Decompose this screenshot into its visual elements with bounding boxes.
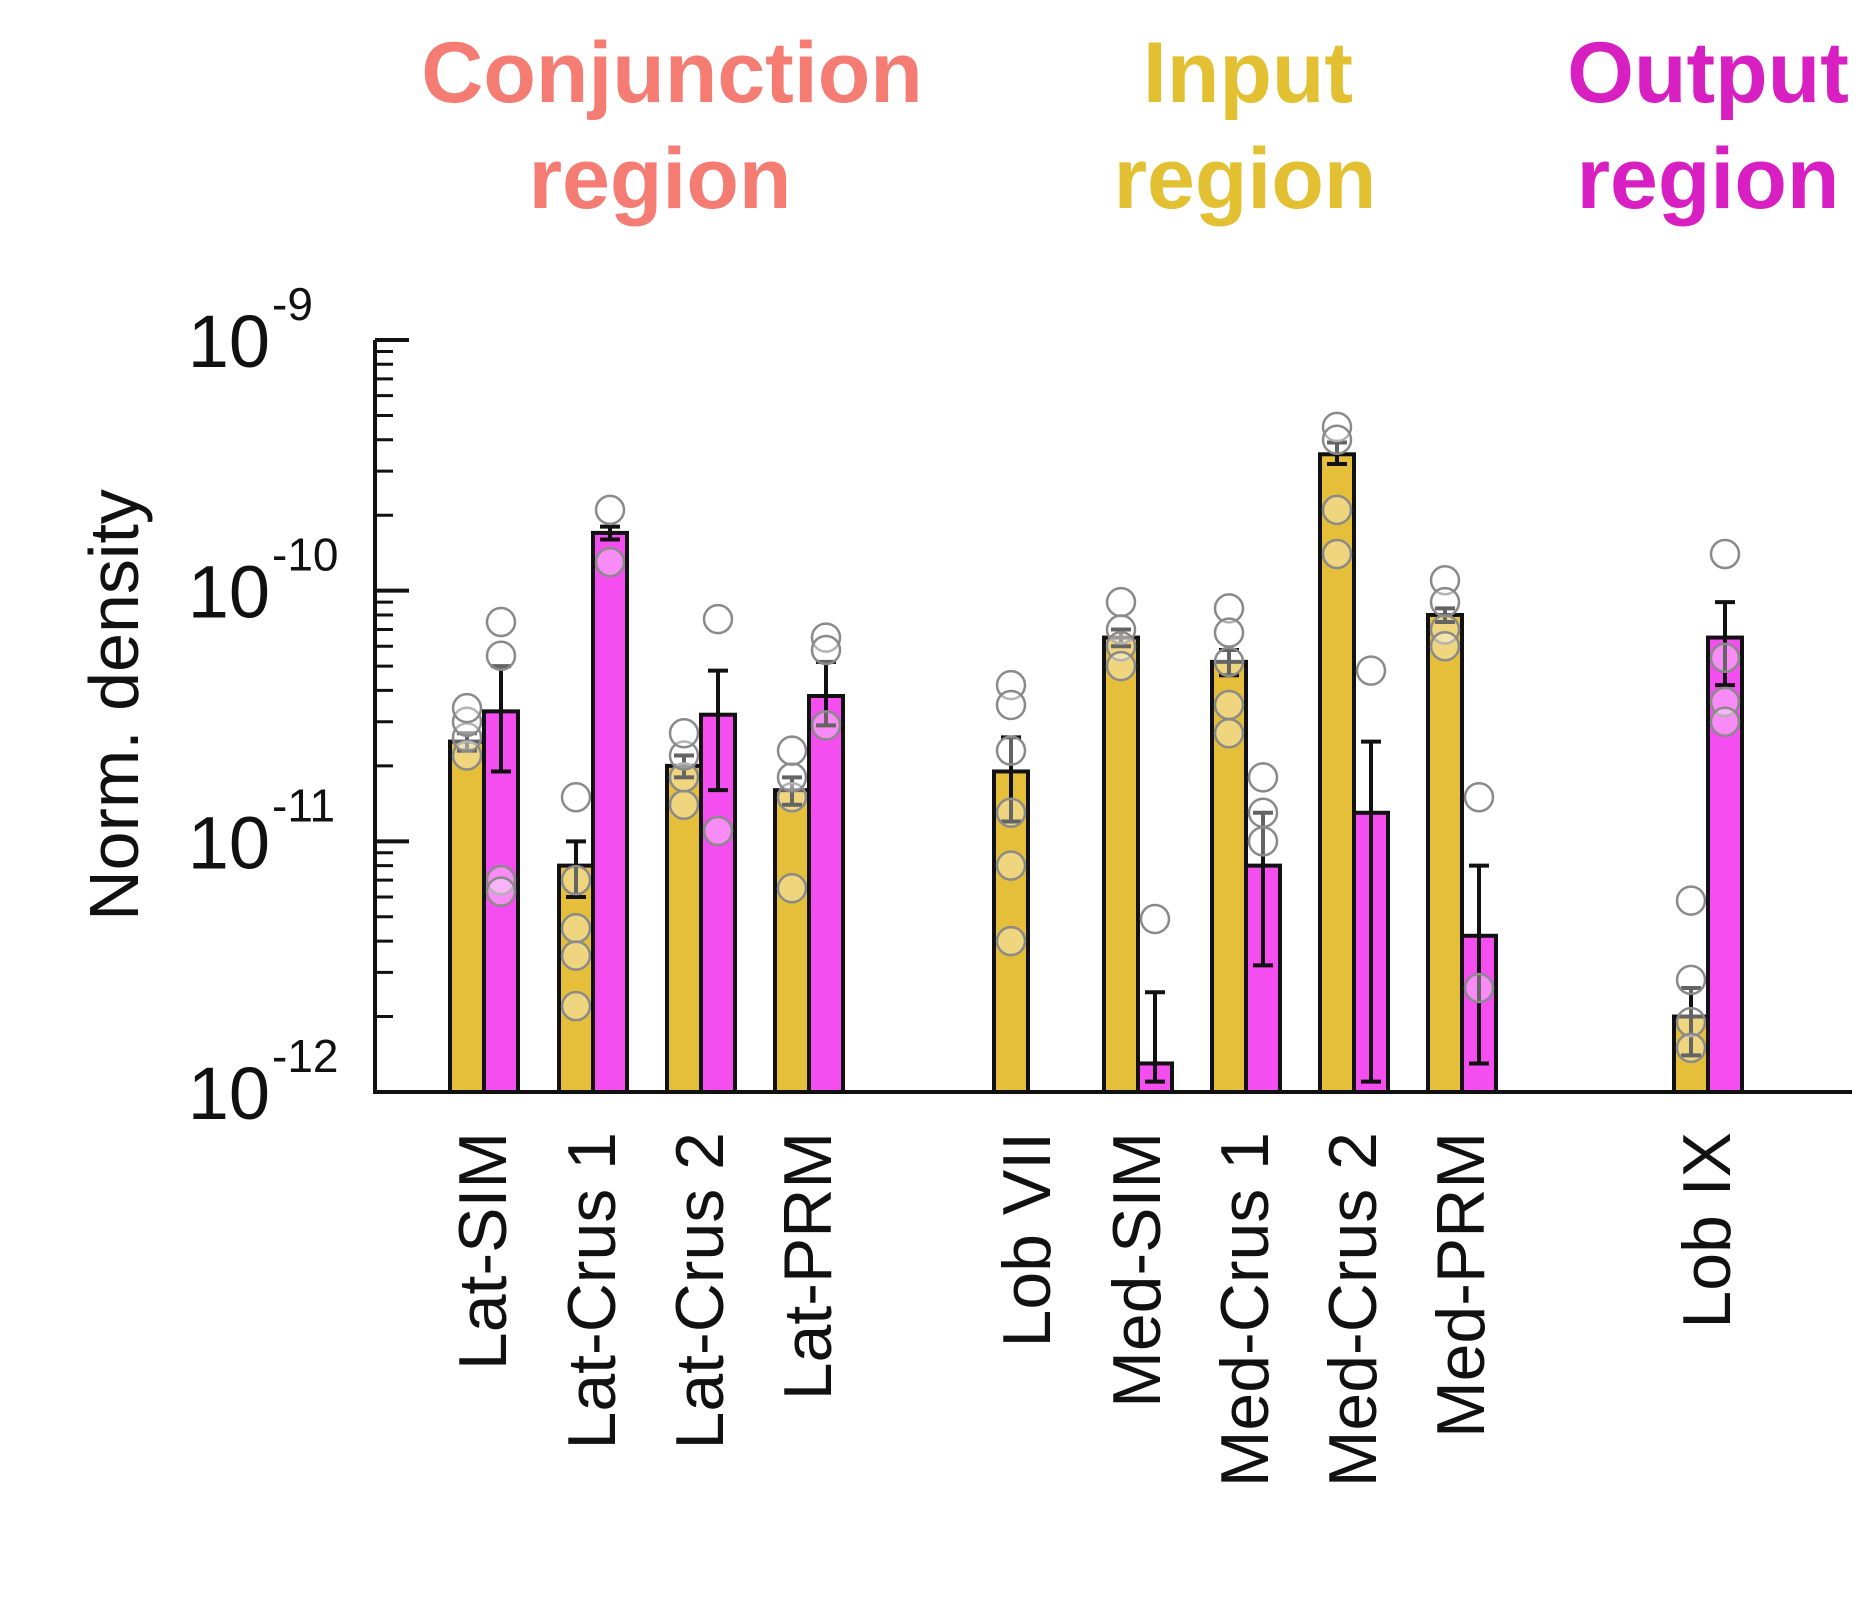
data-point-output-1-0 xyxy=(594,494,626,526)
region-titles: Conjunction region Input region Output r… xyxy=(421,25,1849,227)
bar-input-3 xyxy=(773,788,811,1094)
data-point-input-4-5 xyxy=(995,925,1027,957)
data-point-output-1-1 xyxy=(594,546,626,578)
data-point-output-0-2 xyxy=(485,864,517,896)
data-point-input-1-4 xyxy=(560,990,592,1022)
data-point-output-3-0 xyxy=(810,622,842,653)
data-point-output-7-0 xyxy=(1355,655,1387,686)
data-point-output-2-1 xyxy=(702,815,734,847)
data-point-output-9-1 xyxy=(1709,642,1741,673)
data-point-input-3-0 xyxy=(776,872,808,904)
data-point-input-6-3 xyxy=(1213,689,1245,721)
y-tick-label-base-1: 10 xyxy=(188,801,270,884)
data-point-input-1-3 xyxy=(560,940,592,971)
bar-output-3 xyxy=(807,694,845,1094)
x-tick-label-4: Lob VII xyxy=(989,1132,1065,1348)
y-axis-label: Norm. density xyxy=(75,489,153,921)
bar-input-0 xyxy=(448,739,486,1094)
data-point-output-3-1 xyxy=(810,634,842,666)
x-tick-label-0: Lat-SIM xyxy=(445,1132,521,1370)
x-tick-label-1: Lat-Crus 1 xyxy=(554,1132,630,1449)
data-point-input-1-1 xyxy=(560,864,592,896)
data-point-input-6-2 xyxy=(1213,646,1245,678)
data-point-output-0-1 xyxy=(485,640,517,671)
data-point-output-9-0 xyxy=(1709,538,1741,570)
bar-input-8 xyxy=(1426,612,1464,1095)
bar-input-1 xyxy=(557,863,595,1094)
data-point-output-6-2 xyxy=(1247,826,1279,857)
bar-input-5 xyxy=(1102,635,1140,1094)
data-point-input-6-4 xyxy=(1213,717,1245,749)
data-point-input-1-2 xyxy=(560,913,592,944)
data-point-input-8-3 xyxy=(1429,631,1461,662)
output-title-line1: Output xyxy=(1567,25,1849,121)
y-tick-label-base-2: 10 xyxy=(188,551,270,634)
data-point-input-9-1 xyxy=(1675,964,1707,996)
x-tick-label-3: Lat-PRM xyxy=(770,1132,846,1400)
data-point-input-8-1 xyxy=(1429,586,1461,618)
data-point-input-7-2 xyxy=(1321,494,1353,526)
input-title-line2: region xyxy=(1114,131,1377,227)
data-point-input-7-1 xyxy=(1321,424,1353,456)
data-point-input-5-1 xyxy=(1105,614,1137,645)
x-tick-label-7: Med-Crus 2 xyxy=(1315,1132,1391,1487)
data-point-output-6-1 xyxy=(1247,797,1279,829)
data-point-input-6-0 xyxy=(1213,593,1245,624)
data-point-input-4-3 xyxy=(995,797,1027,829)
y-tick-label-exponent-1: -11 xyxy=(272,779,335,831)
conjunction-title-line1: Conjunction xyxy=(421,25,923,121)
x-tick-label-9: Lob IX xyxy=(1669,1132,1745,1329)
data-point-input-3-3 xyxy=(776,735,808,766)
data-point-input-2-1 xyxy=(668,762,700,793)
data-point-input-6-1 xyxy=(1213,617,1245,648)
y-minor-ticks xyxy=(375,349,393,1019)
y-tick-label-exponent-3: -9 xyxy=(272,278,313,330)
data-point-output-5-0 xyxy=(1139,903,1171,935)
data-point-output-0-3 xyxy=(485,876,517,907)
data-point-output-8-1 xyxy=(1463,972,1495,1004)
x-tick-label-2: Lat-Crus 2 xyxy=(662,1132,738,1449)
data-point-output-8-0 xyxy=(1463,781,1495,813)
data-point-input-8-2 xyxy=(1429,614,1461,645)
data-point-input-5-3 xyxy=(1105,650,1137,682)
y-tick-label-base-0: 10 xyxy=(188,1052,270,1135)
conjunction-title-line2: region xyxy=(529,131,792,227)
series-input xyxy=(448,411,1710,1095)
data-point-input-9-0 xyxy=(1675,885,1707,916)
bar-output-1 xyxy=(591,530,629,1094)
data-point-input-2-3 xyxy=(668,717,700,749)
data-point-output-6-0 xyxy=(1247,762,1279,793)
y-tick-label-base-3: 10 xyxy=(188,300,270,383)
data-point-input-8-0 xyxy=(1429,565,1461,596)
input-title-line1: Input xyxy=(1143,25,1353,121)
data-point-output-3-2 xyxy=(810,710,842,741)
data-point-input-0-3 xyxy=(451,692,483,724)
data-point-input-9-3 xyxy=(1675,1032,1707,1064)
data-point-output-2-0 xyxy=(702,603,734,635)
x-tick-label-6: Med-Crus 1 xyxy=(1207,1132,1283,1487)
x-tick-label-5: Med-SIM xyxy=(1099,1132,1175,1408)
x-tick-label-8: Med-PRM xyxy=(1423,1132,1499,1438)
output-title-line2: region xyxy=(1577,131,1840,227)
data-point-input-1-0 xyxy=(560,781,592,813)
y-tick-label-exponent-0: -12 xyxy=(272,1030,338,1082)
data-point-input-4-2 xyxy=(995,735,1027,766)
data-point-input-2-0 xyxy=(668,789,700,820)
data-point-input-2-2 xyxy=(668,740,700,771)
data-point-input-5-0 xyxy=(1105,586,1137,618)
data-point-input-9-2 xyxy=(1675,1006,1707,1038)
data-point-input-3-2 xyxy=(776,762,808,793)
y-tick-label-exponent-2: -10 xyxy=(272,529,338,581)
data-point-input-4-1 xyxy=(995,689,1027,721)
data-point-output-0-0 xyxy=(485,606,517,638)
data-point-output-9-3 xyxy=(1709,706,1741,737)
data-point-input-7-3 xyxy=(1321,538,1353,570)
data-point-input-4-4 xyxy=(995,850,1027,881)
